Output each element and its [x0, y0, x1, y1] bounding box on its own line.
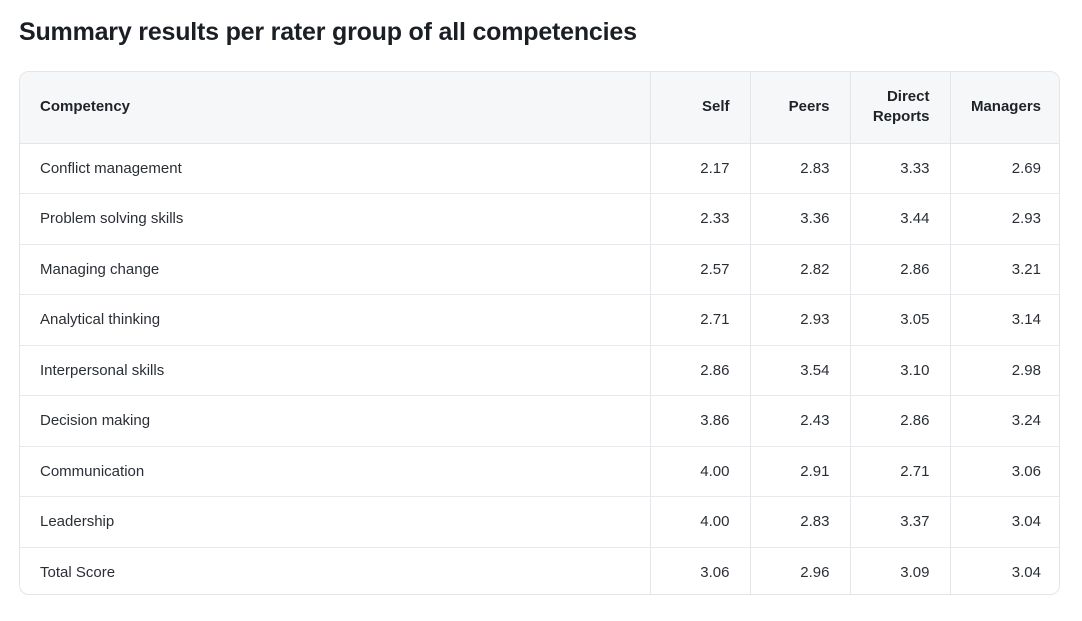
cell-managers: 3.06 [949, 446, 1059, 497]
cell-direct-reports: 3.44 [849, 193, 950, 245]
cell-self: 2.17 [649, 143, 750, 194]
cell-managers: 3.24 [949, 395, 1059, 447]
cell-peers: 2.83 [749, 143, 850, 194]
cell-peers: 2.93 [749, 294, 850, 346]
table-row: Decision making 3.86 2.43 2.86 3.24 [20, 395, 1059, 447]
cell-peers: 2.91 [749, 446, 850, 497]
table-row: Problem solving skills 2.33 3.36 3.44 2.… [20, 193, 1059, 245]
cell-direct-reports: 3.33 [849, 143, 950, 194]
table-header-row: Competency Self Peers Direct Reports Man… [20, 72, 1059, 144]
header-self: Self [649, 72, 750, 144]
cell-self: 2.57 [649, 244, 750, 295]
header-direct-reports-line2: Reports [872, 108, 930, 126]
cell-competency: Managing change [20, 244, 650, 295]
cell-competency: Interpersonal skills [20, 345, 650, 396]
cell-peers: 2.82 [749, 244, 850, 295]
cell-peers: 3.36 [749, 193, 850, 245]
header-competency: Competency [20, 72, 650, 144]
cell-self: 3.06 [649, 547, 750, 594]
cell-competency: Analytical thinking [20, 294, 650, 346]
cell-direct-reports: 3.37 [849, 496, 950, 548]
cell-peers: 2.96 [749, 547, 850, 594]
cell-managers: 3.04 [949, 547, 1059, 594]
table-row-total: Total Score 3.06 2.96 3.09 3.04 [20, 547, 1059, 594]
cell-self: 2.71 [649, 294, 750, 346]
summary-table-card: Competency Self Peers Direct Reports Man… [19, 71, 1060, 595]
cell-direct-reports: 2.71 [849, 446, 950, 497]
cell-direct-reports: 2.86 [849, 244, 950, 295]
cell-direct-reports: 3.10 [849, 345, 950, 396]
cell-direct-reports: 2.86 [849, 395, 950, 447]
table-row: Managing change 2.57 2.82 2.86 3.21 [20, 244, 1059, 295]
cell-peers: 2.43 [749, 395, 850, 447]
cell-direct-reports: 3.05 [849, 294, 950, 346]
cell-peers: 3.54 [749, 345, 850, 396]
cell-direct-reports: 3.09 [849, 547, 950, 594]
cell-managers: 2.98 [949, 345, 1059, 396]
table-row: Interpersonal skills 2.86 3.54 3.10 2.98 [20, 345, 1059, 396]
cell-competency: Total Score [40, 563, 116, 581]
cell-self: 3.86 [649, 395, 750, 447]
cell-competency: Leadership [20, 496, 650, 548]
table-row: Communication 4.00 2.91 2.71 3.06 [20, 446, 1059, 497]
cell-self: 2.33 [649, 193, 750, 245]
header-direct-reports: Direct Reports [849, 72, 950, 144]
cell-competency: Conflict management [20, 143, 650, 194]
table-row: Leadership 4.00 2.83 3.37 3.04 [20, 496, 1059, 548]
cell-competency: Communication [20, 446, 650, 497]
cell-managers: 2.93 [949, 193, 1059, 245]
cell-peers: 2.83 [749, 496, 850, 548]
page-title: Summary results per rater group of all c… [19, 18, 637, 46]
summary-table: Competency Self Peers Direct Reports Man… [20, 72, 1059, 594]
cell-managers: 3.04 [949, 496, 1059, 548]
table-row: Conflict management 2.17 2.83 3.33 2.69 [20, 143, 1059, 194]
header-peers: Peers [749, 72, 850, 144]
cell-self: 4.00 [649, 446, 750, 497]
cell-managers: 3.21 [949, 244, 1059, 295]
cell-managers: 3.14 [949, 294, 1059, 346]
header-managers: Managers [949, 72, 1059, 144]
cell-competency: Decision making [20, 395, 650, 447]
cell-self: 4.00 [649, 496, 750, 548]
cell-competency: Problem solving skills [20, 193, 650, 245]
cell-managers: 2.69 [949, 143, 1059, 194]
table-row: Analytical thinking 2.71 2.93 3.05 3.14 [20, 294, 1059, 346]
header-direct-reports-line1: Direct [886, 88, 930, 106]
cell-self: 2.86 [649, 345, 750, 396]
